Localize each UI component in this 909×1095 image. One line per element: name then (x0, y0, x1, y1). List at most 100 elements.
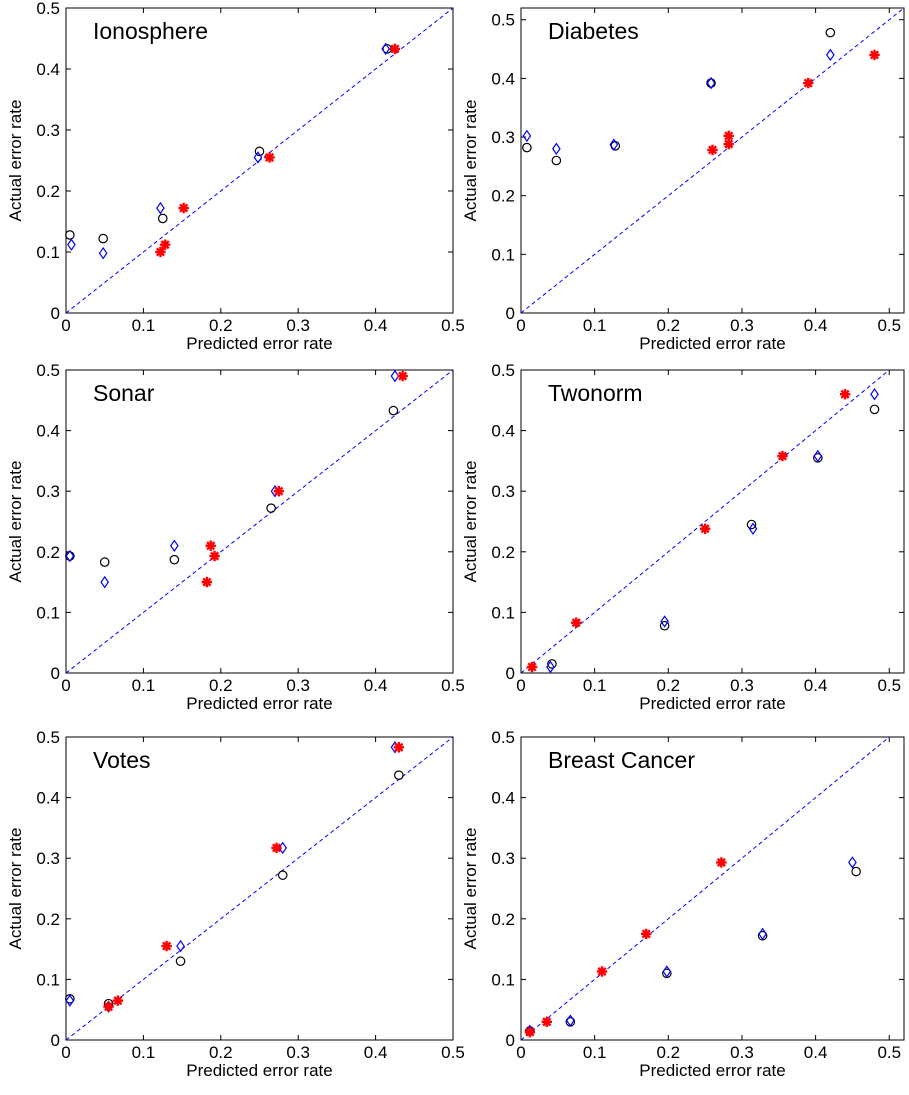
star-point (389, 43, 401, 55)
diamond-point (65, 549, 75, 563)
y-tick-label: 0.1 (36, 603, 60, 622)
y-tick-label: 0 (51, 664, 60, 683)
y-tick-label: 0.3 (491, 849, 515, 868)
x-tick-label: 0 (61, 1043, 70, 1062)
panel-diabetes: 0 0.1 0.2 0.3 0.4 0.5 0 0.1 0.2 0.3 0.4 0.5 Predicte… (461, 7, 905, 353)
diamond-point (870, 387, 879, 401)
star-point (869, 49, 880, 61)
star-point (641, 928, 652, 940)
chart-title: Ionosphere (93, 18, 208, 44)
diamond-point (566, 1014, 575, 1027)
x-axis-label: Predicted error rate (639, 334, 785, 353)
x-tick-label: 0.5 (441, 1043, 465, 1062)
star-point (839, 389, 851, 400)
panel-ionosphere: 0 0.1 0.2 0.3 0.4 0.5 0 0.1 0.2 0.3 0.4 0.5 Predicte… (6, 0, 465, 353)
x-tick-label: 0 (61, 316, 70, 335)
y-tick-label: 0.1 (491, 970, 515, 989)
x-tick-label: 0.5 (441, 316, 465, 335)
y-tick-label: 0.4 (36, 422, 60, 441)
star-point (707, 144, 718, 156)
y-tick-label: 0.1 (491, 245, 515, 264)
x-tick-label: 0.3 (286, 676, 310, 695)
plot-frame (520, 7, 905, 314)
y-axis-label: Actual error rate (6, 100, 25, 222)
y-axis-label: Actual error rate (461, 100, 480, 222)
panel-twonorm: 0 0.1 0.2 0.3 0.4 0.5 0 0.1 0.2 0.3 0.4 0.5 Predicte… (461, 361, 905, 713)
diamond-point (826, 48, 835, 62)
diamond-point (522, 129, 532, 143)
x-tick-label: 0.5 (441, 676, 465, 695)
circle-point (65, 230, 75, 240)
y-tick-label: 0.2 (491, 910, 515, 929)
star-point (103, 1001, 114, 1012)
circle-point (175, 956, 186, 967)
y-tick-label: 0.5 (491, 361, 515, 380)
diamond-point (98, 246, 108, 260)
circle-point (277, 870, 288, 880)
y-tick-label: 0.1 (36, 243, 60, 262)
reference-diagonal-line (65, 736, 454, 1041)
x-tick-label: 0.2 (656, 316, 680, 335)
circle-point (254, 146, 265, 157)
x-tick-label: 0 (516, 676, 525, 695)
y-tick-label: 0.2 (36, 910, 60, 929)
diamond-point (253, 151, 263, 164)
diamond-point (100, 575, 110, 589)
y-tick-label: 0.3 (36, 482, 60, 501)
plot-frame (520, 369, 905, 674)
y-tick-label: 0.1 (36, 970, 60, 989)
x-tick-label: 0.4 (364, 676, 388, 695)
x-tick-label: 0.1 (132, 316, 156, 335)
plot-frame (65, 736, 454, 1041)
circle-point (99, 557, 110, 567)
y-tick-label: 0.1 (491, 603, 515, 622)
diamond-point (65, 994, 75, 1007)
x-tick-label: 0 (61, 676, 70, 695)
y-axis-label: Actual error rate (461, 461, 480, 583)
x-axis-label: Predicted error rate (639, 694, 785, 713)
y-tick-label: 0.3 (491, 128, 515, 147)
x-tick-label: 0.2 (209, 1043, 233, 1062)
x-axis-label: Predicted error rate (186, 334, 332, 353)
star-point (178, 202, 189, 214)
reference-diagonal-line (520, 736, 890, 1041)
star-point (541, 1016, 552, 1028)
y-tick-label: 0 (506, 304, 515, 323)
y-axis-label: Actual error rate (6, 461, 25, 583)
chart-title: Sonar (93, 380, 155, 406)
star-point (699, 523, 711, 534)
x-tick-label: 0.2 (656, 676, 680, 695)
diamond-point (67, 238, 76, 251)
x-tick-label: 0.3 (730, 316, 754, 335)
y-tick-label: 0.5 (491, 11, 515, 30)
y-tick-label: 0.3 (36, 121, 60, 140)
diamond-point (848, 856, 857, 869)
x-tick-label: 0.5 (877, 676, 901, 695)
star-point (159, 239, 171, 250)
x-tick-label: 0.4 (804, 1043, 828, 1062)
y-tick-label: 0.5 (36, 361, 60, 380)
chart-title: Breast Cancer (548, 747, 695, 773)
x-tick-label: 0.3 (730, 676, 754, 695)
plot-frame (65, 7, 454, 314)
x-tick-label: 0.2 (209, 676, 233, 695)
star-point (397, 370, 408, 382)
diamond-point (170, 539, 179, 552)
x-tick-label: 0.1 (583, 1043, 607, 1062)
y-tick-label: 0.4 (36, 60, 60, 79)
reference-diagonal-line (65, 369, 454, 674)
y-tick-label: 0 (51, 304, 60, 323)
x-tick-label: 0.4 (364, 316, 388, 335)
circle-point (659, 620, 670, 631)
y-tick-label: 0 (51, 1031, 60, 1050)
x-tick-label: 0.3 (286, 1043, 310, 1062)
x-tick-label: 0 (516, 1043, 525, 1062)
diamond-point (390, 369, 400, 383)
y-tick-label: 0.5 (36, 0, 60, 18)
star-point (201, 576, 213, 588)
star-point (723, 138, 734, 150)
x-tick-label: 0.4 (804, 316, 828, 335)
x-tick-label: 0.3 (730, 1043, 754, 1062)
circle-point (869, 404, 880, 415)
y-tick-label: 0.2 (36, 182, 60, 201)
